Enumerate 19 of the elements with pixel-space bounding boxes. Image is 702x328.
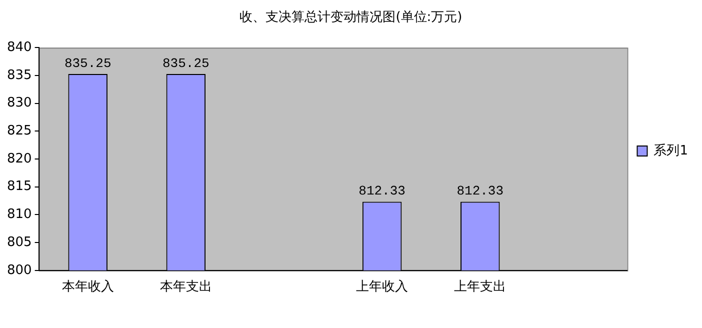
y-tick-label: 840 <box>6 40 32 55</box>
y-tick-label: 800 <box>6 262 32 278</box>
x-tick-label: 上年收入 <box>356 280 408 295</box>
data-label: 835.25 <box>64 56 112 71</box>
x-tick-label: 本年支出 <box>160 280 212 295</box>
chart-title: 收、支决算总计变动情况图(单位:万元) <box>240 10 462 26</box>
data-label: 812.33 <box>456 184 504 199</box>
y-tick-label: 835 <box>6 68 32 83</box>
legend-label: 系列1 <box>654 143 688 158</box>
y-tick-label: 820 <box>6 151 32 166</box>
y-tick-label: 810 <box>6 207 32 222</box>
y-tick-label: 805 <box>6 234 32 250</box>
data-label: 812.33 <box>358 184 406 199</box>
y-tick-label: 825 <box>6 124 32 139</box>
x-tick-label: 本年收入 <box>62 280 114 295</box>
y-tick-label: 815 <box>6 179 32 194</box>
y-tick-label: 830 <box>6 96 32 111</box>
data-label: 835.25 <box>162 56 210 71</box>
x-tick-label: 上年支出 <box>454 280 506 295</box>
